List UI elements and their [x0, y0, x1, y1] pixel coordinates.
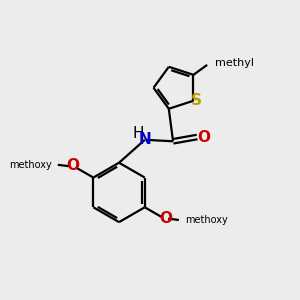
Text: H: H [133, 126, 144, 141]
Text: O: O [159, 211, 172, 226]
Text: O: O [197, 130, 210, 145]
Text: N: N [138, 132, 151, 147]
Text: methyl: methyl [215, 58, 254, 68]
Text: O: O [66, 158, 79, 173]
Text: methoxy: methoxy [185, 215, 228, 225]
Text: S: S [191, 93, 203, 108]
Text: methoxy: methoxy [9, 160, 52, 170]
